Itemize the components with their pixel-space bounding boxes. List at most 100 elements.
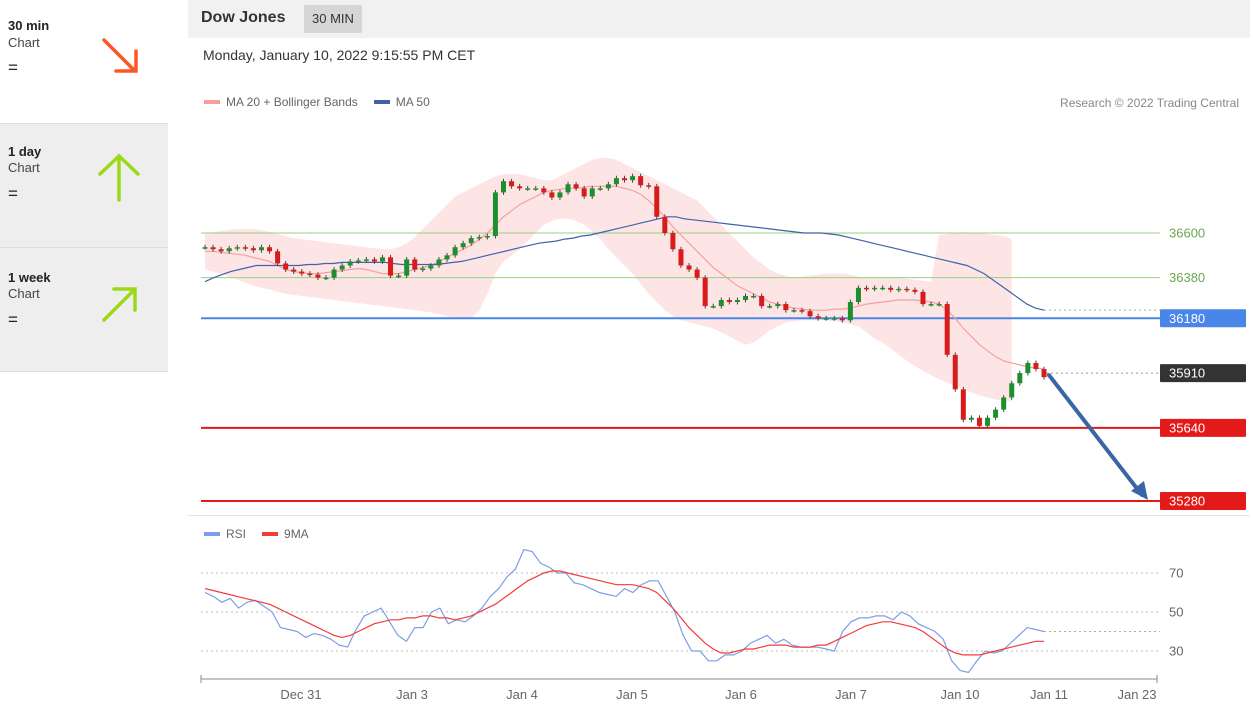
candle	[1001, 397, 1007, 410]
timeframe-1day[interactable]: 1 day Chart =	[0, 124, 168, 248]
instrument-title: Dow Jones	[201, 9, 286, 26]
candle	[1009, 383, 1015, 398]
candle	[638, 176, 644, 186]
ma50-line	[204, 216, 1045, 311]
candle	[944, 304, 950, 355]
candle	[404, 259, 410, 276]
legend-swatch	[204, 532, 220, 536]
candle	[968, 417, 974, 420]
candle	[581, 188, 587, 197]
candle	[718, 300, 724, 307]
candle	[726, 300, 732, 303]
legend-swatch	[204, 100, 220, 104]
candle	[299, 271, 305, 274]
interval-badge[interactable]: 30 MIN	[304, 5, 362, 33]
level-label-35280: 35280	[1169, 494, 1205, 509]
candle	[646, 185, 652, 187]
candle	[412, 259, 418, 270]
candle	[428, 265, 434, 269]
candle	[694, 269, 700, 278]
candle	[952, 354, 958, 390]
chart-header: Dow Jones 30 MIN	[188, 0, 1250, 38]
chart-legend: MA 20 + Bollinger Bands MA 50	[204, 95, 430, 109]
level-tag-35640	[1160, 418, 1246, 437]
ma20-line	[205, 185, 1045, 370]
candle	[396, 275, 402, 278]
candle	[678, 249, 684, 266]
x-tick-label: Jan 23	[1117, 687, 1156, 702]
candle	[291, 269, 297, 272]
candle	[1041, 369, 1047, 378]
x-tick-label: Dec 31	[280, 687, 321, 702]
candle	[807, 311, 813, 317]
candle	[920, 291, 926, 305]
timeframe-label: 1 week	[8, 270, 51, 285]
candle	[815, 316, 821, 319]
candle	[751, 295, 757, 298]
candle	[605, 184, 611, 189]
x-tick-label: Jan 4	[506, 687, 538, 702]
level-label-35910: 35910	[1169, 366, 1205, 381]
timeframe-status: =	[8, 310, 18, 329]
candle	[597, 188, 603, 190]
candle	[557, 192, 563, 198]
candle	[936, 304, 942, 306]
chart-timestamp: Monday, January 10, 2022 9:15:55 PM CET	[203, 47, 476, 63]
forecast-arrow	[1047, 373, 1144, 497]
candle	[654, 186, 660, 217]
candle	[1025, 362, 1031, 374]
candle	[928, 304, 934, 306]
candle	[267, 247, 273, 252]
timeframe-label: 1 day	[8, 144, 42, 159]
candle	[218, 249, 224, 252]
candle	[210, 247, 216, 250]
candle	[468, 238, 474, 244]
candle	[839, 318, 845, 321]
rsi-tick-70: 70	[1169, 566, 1183, 581]
candle	[565, 184, 571, 193]
legend-ma20: MA 20 + Bollinger Bands	[204, 95, 358, 109]
candle	[492, 192, 498, 237]
candle	[799, 310, 805, 312]
candle	[355, 260, 361, 262]
candle	[250, 248, 256, 251]
timeframe-1week[interactable]: 1 week Chart =	[0, 248, 168, 372]
candle	[339, 265, 345, 270]
candle	[888, 287, 894, 290]
candle	[323, 277, 329, 280]
rsi-tick-50: 50	[1169, 605, 1183, 620]
arrow-down-right-icon	[102, 38, 138, 73]
candle	[500, 181, 506, 193]
candle	[896, 288, 902, 291]
level-tag-35910	[1160, 364, 1246, 383]
candle	[420, 268, 426, 271]
candle	[1017, 373, 1023, 384]
candle	[904, 288, 910, 291]
arrow-up-right-icon	[102, 287, 137, 322]
candle	[242, 247, 248, 249]
candle	[831, 318, 837, 320]
legend-rsi: RSI	[204, 527, 246, 541]
candle	[613, 178, 619, 185]
candle	[872, 287, 878, 290]
rsi-legend: RSI 9MA	[204, 527, 309, 541]
level-label-36180: 36180	[1169, 311, 1205, 326]
timeframe-30min[interactable]: 30 min Chart =	[0, 0, 168, 124]
timeframe-status: =	[8, 58, 18, 77]
candle	[734, 300, 740, 303]
rsi-line	[204, 548, 1045, 674]
candle	[388, 257, 394, 276]
x-tick-label: Jan 6	[725, 687, 757, 702]
candle	[307, 273, 313, 276]
candle	[775, 304, 781, 307]
legend-rsi-label: RSI	[226, 527, 247, 541]
timeframe-sublabel: Chart	[8, 160, 40, 175]
candle	[525, 188, 531, 190]
candle	[847, 302, 853, 321]
candle	[258, 247, 264, 251]
x-tick-label: Jan 10	[940, 687, 979, 702]
candle	[509, 181, 515, 187]
candle	[275, 251, 281, 264]
legend-ma20-label: MA 20 + Bollinger Bands	[226, 95, 358, 109]
